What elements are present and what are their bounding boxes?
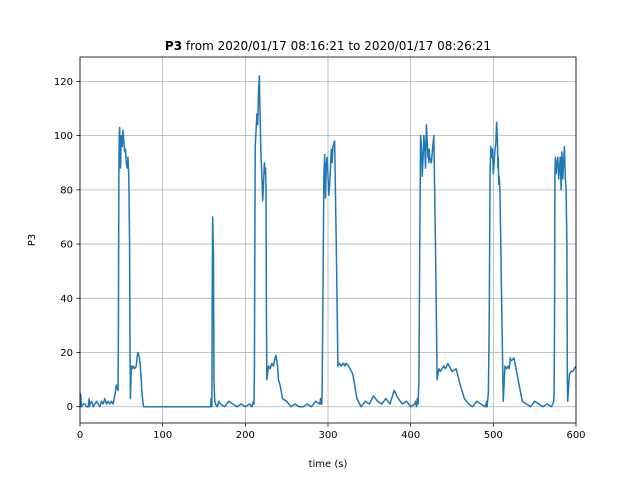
x-tick-label: 600 <box>566 430 585 441</box>
y-tick-label: 120 <box>54 77 73 88</box>
x-tick-label: 100 <box>153 430 172 441</box>
x-axis: 0 100 200 300 400 500 600 <box>77 423 586 441</box>
x-axis-label: time (s) <box>309 459 348 470</box>
y-axis: 0 20 40 60 80 100 120 <box>54 77 80 413</box>
y-tick-label: 20 <box>60 348 73 359</box>
y-tick-label: 100 <box>54 131 73 142</box>
y-axis-label: P3 <box>27 234 38 246</box>
series-line <box>79 75 577 408</box>
y-tick-label: 0 <box>67 402 73 413</box>
y-tick-label: 60 <box>60 240 73 251</box>
grid <box>79 57 577 423</box>
x-tick-label: 500 <box>484 430 503 441</box>
x-tick-label: 400 <box>401 430 420 441</box>
x-tick-label: 300 <box>318 430 337 441</box>
y-tick-label: 40 <box>60 294 73 305</box>
chart-title-bold: P3 <box>165 39 182 53</box>
chart-title: P3 from 2020/01/17 08:16:21 to 2020/01/1… <box>165 39 491 53</box>
x-tick-label: 200 <box>236 430 255 441</box>
x-tick-label: 0 <box>77 430 83 441</box>
plot-area <box>79 75 577 408</box>
chart-title-rest: from 2020/01/17 08:16:21 to 2020/01/17 0… <box>182 39 491 53</box>
y-tick-label: 80 <box>60 185 73 196</box>
